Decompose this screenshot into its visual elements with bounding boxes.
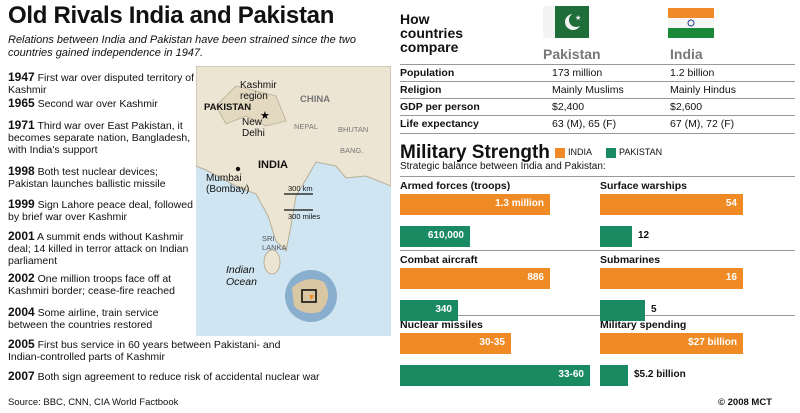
bar-value-label: 30-35 xyxy=(479,337,505,348)
svg-text:★: ★ xyxy=(575,14,581,22)
timeline-item: 1999 Sign Lahore peace deal, followed by… xyxy=(8,197,193,223)
compare-heading: How countries compare xyxy=(400,11,464,55)
scale-mi-label: 300 miles xyxy=(288,212,321,221)
sri-lanka-label: SRI LANKA xyxy=(262,234,287,252)
divider xyxy=(400,176,795,177)
scale-km-label: 300 km xyxy=(288,184,313,193)
india-column-header: India xyxy=(670,46,703,62)
divider xyxy=(400,315,795,316)
india-label: INDIA xyxy=(258,159,288,171)
timeline-item: 2005 First bus service in 60 years betwe… xyxy=(8,337,281,363)
india-bar xyxy=(600,194,743,215)
divider xyxy=(400,250,795,251)
bar-value-label: 1.3 million xyxy=(495,198,544,209)
india-bar xyxy=(600,268,743,289)
timeline-item: 2002 One million troops face off at Kash… xyxy=(8,271,175,297)
legend-pakistan-swatch xyxy=(606,148,616,158)
chart-title: Submarines xyxy=(600,254,661,266)
pakistan-bar xyxy=(600,300,645,321)
timeline-item: 1947 First war over disputed territory o… xyxy=(8,70,195,96)
pakistan-bar xyxy=(400,300,458,321)
compare-row: Life expectancy 63 (M), 65 (F) 67 (M), 72 … xyxy=(400,115,795,134)
military-title: Military Strength xyxy=(400,142,550,163)
timeline-item: 1965 Second war over Kashmir xyxy=(8,96,158,110)
pakistan-column-header: Pakistan xyxy=(543,46,601,62)
chart-title: Military spending xyxy=(600,319,687,331)
legend-pakistan-label: PAKISTAN xyxy=(619,147,663,157)
new-delhi-star: ★ xyxy=(260,110,270,122)
india-bar xyxy=(400,333,511,354)
mumbai-dot xyxy=(235,166,241,172)
india-bar xyxy=(600,333,743,354)
bar-value-label: 33-60 xyxy=(558,369,584,380)
bar-value-label: 5 xyxy=(651,304,657,315)
china-label: CHINA xyxy=(300,94,331,105)
bar-value-label: 16 xyxy=(725,272,737,283)
legend-india-label: INDIA xyxy=(568,147,593,157)
bhutan-label: BHUTAN xyxy=(338,125,369,134)
timeline-item: 1998 Both test nuclear devices; Pakistan… xyxy=(8,164,166,190)
timeline-item: 2004 Some airline, train service between… xyxy=(8,305,159,331)
chart-title: Combat aircraft xyxy=(400,254,478,266)
legend-india-swatch xyxy=(555,148,565,158)
chart-title: Surface warships xyxy=(600,180,687,192)
timeline-item: 2007 Both sign agreement to reduce risk … xyxy=(8,369,320,383)
map-svg: ★ xyxy=(195,65,392,336)
south-asia-map: ★ Kashmir region PAKISTAN CHINA NEPAL BH… xyxy=(195,65,392,336)
nepal-label: NEPAL xyxy=(294,122,319,131)
kashmir-label: Kashmir region xyxy=(240,80,277,102)
bar-value-label: 12 xyxy=(638,230,650,241)
ocean-label: Indian Ocean xyxy=(226,264,257,288)
india-bar xyxy=(400,194,550,215)
bar-value-label: 54 xyxy=(725,198,737,209)
chart-title: Armed forces (troops) xyxy=(400,180,511,192)
sri-lanka-shape xyxy=(263,249,281,275)
source-note: Source: BBC, CNN, CIA World Factbook xyxy=(8,397,179,408)
new-delhi-label: New Delhi xyxy=(242,117,265,139)
compare-row: Population 173 million 1.2 billion xyxy=(400,64,795,82)
mumbai-label: Mumbai (Bombay) xyxy=(206,173,250,195)
compare-row: GDP per person $2,400 $2,600 xyxy=(400,98,795,116)
pakistan-region xyxy=(215,85,287,127)
bar-value-label: 340 xyxy=(435,304,452,315)
locator-box xyxy=(301,289,317,303)
bar-value-label: 610,000 xyxy=(427,230,464,241)
bar-value-label: 886 xyxy=(527,272,544,283)
india-bar xyxy=(400,268,550,289)
bar-value-label: $5.2 billion xyxy=(634,369,686,380)
pakistan-label: PAKISTAN xyxy=(204,102,252,113)
pakistan-bar xyxy=(600,365,628,386)
pakistan-bar xyxy=(600,226,632,247)
chart-title: Nuclear missiles xyxy=(400,319,483,331)
compare-row: Religion Mainly Muslims Mainly Hindus xyxy=(400,81,795,99)
intro-text: Relations between India and Pakistan hav… xyxy=(8,34,356,59)
pakistan-bar xyxy=(400,226,470,247)
page-title: Old Rivals India and Pakistan xyxy=(8,2,335,29)
timeline-item: 2001 A summit ends without Kashmir deal;… xyxy=(8,229,189,267)
timeline-item: 1971 Third war over East Pakistan, it be… xyxy=(8,118,191,156)
pakistan-flag-icon: ★ xyxy=(543,6,589,38)
pakistan-bar xyxy=(400,365,590,386)
bar-value-label: $27 billion xyxy=(688,337,737,348)
credit-note: © 2008 MCT xyxy=(718,397,772,408)
strategic-subtitle: Strategic balance between India and Paki… xyxy=(400,161,606,172)
bang-label: BANG. xyxy=(340,146,364,155)
india-flag-icon xyxy=(668,8,714,38)
